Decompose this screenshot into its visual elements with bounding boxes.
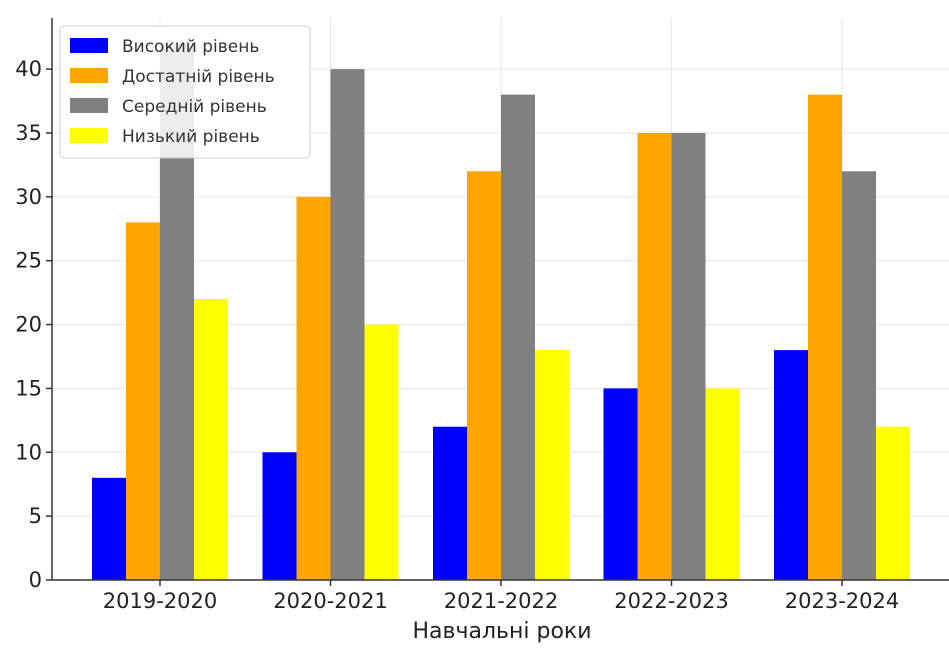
bar-4-1 [194, 299, 228, 580]
x-tick-label: 2019-2020 [103, 589, 217, 613]
bar-2-4 [637, 132, 672, 581]
bars [92, 43, 910, 581]
legend-swatch [70, 68, 108, 83]
legend-label: Низький рівень [122, 127, 260, 147]
x-tick-label: 2023-2024 [785, 589, 899, 613]
y-tick-label: 20 [15, 313, 42, 337]
legend-swatch [70, 38, 108, 53]
bar-3-3 [501, 94, 535, 581]
x-tick-label: 2022-2023 [614, 589, 728, 613]
x-ticks: 2019-2020 2020-2021 2021-2022 2022-2023 2023… [103, 580, 899, 613]
bar-4-4 [705, 388, 740, 580]
legend-box [59, 25, 311, 159]
y-ticks: 0 5 10 15 20 25 30 35 40 [15, 57, 52, 592]
legend-label: Середній рівень [122, 97, 267, 117]
bar-4-5 [876, 426, 910, 580]
legend-label: Достатній рівень [122, 67, 275, 87]
legend-swatch [70, 128, 108, 143]
bar-1-1 [92, 477, 126, 580]
bar-3-2 [330, 69, 365, 580]
y-tick-label: 0 [29, 568, 42, 592]
y-tick-label: 25 [15, 249, 42, 273]
bar-4-3 [535, 350, 569, 580]
bar-2-2 [296, 196, 331, 580]
bar-4-2 [364, 324, 399, 580]
bar-2-1 [126, 222, 160, 580]
y-tick-label: 40 [15, 57, 42, 81]
bar-1-5 [774, 350, 808, 580]
bar-3-5 [842, 171, 876, 581]
bar-1-2 [262, 452, 297, 580]
legend: Високий рівень Достатній рівень Середній р… [59, 25, 311, 159]
y-tick-label: 5 [29, 504, 42, 528]
y-tick-label: 30 [15, 185, 42, 209]
y-tick-label: 15 [15, 376, 42, 400]
bar-1-3 [433, 426, 467, 580]
bar-1-4 [603, 388, 638, 580]
legend-swatch [70, 98, 108, 113]
y-tick-label: 35 [15, 121, 42, 145]
x-tick-label: 2021-2022 [444, 589, 558, 613]
bar-3-4 [671, 132, 706, 581]
bar-2-3 [467, 171, 501, 581]
x-axis-label: Навчальні роки [413, 619, 592, 644]
y-tick-label: 10 [15, 440, 42, 464]
bar-2-5 [808, 94, 842, 581]
x-tick-label: 2020-2021 [273, 589, 387, 613]
legend-label: Високий рівень [122, 37, 259, 57]
